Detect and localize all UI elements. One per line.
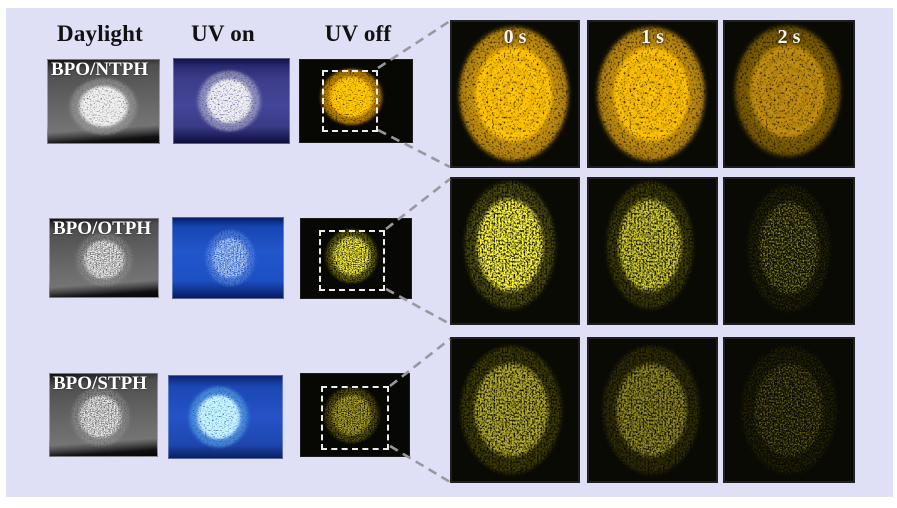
uv-on-photo-bpo-stph: [168, 375, 283, 459]
uv-off-photo-bpo-otph: [300, 218, 412, 299]
uv-off-photo-bpo-stph: [300, 373, 410, 457]
sample-label-bpo-stph: BPO/STPH: [53, 373, 147, 394]
column-header-uv-off: UV off: [324, 21, 392, 46]
afterglow-cell-row2-1s: [587, 177, 718, 325]
uv-on-photo-bpo-otph: [172, 217, 284, 299]
column-header-daylight: Daylight: [57, 21, 143, 46]
column-header-uv-on: UV on: [191, 21, 255, 46]
fingerprint-texture: [189, 386, 249, 448]
zoom-region-box-row3: [321, 386, 389, 450]
sample-label-bpo-ntph: BPO/NTPH: [51, 59, 149, 80]
fingerprint-texture: [606, 181, 694, 309]
afterglow-cell-row2-0s: [450, 177, 580, 325]
fingerprint-texture: [460, 346, 562, 474]
time-label-1s: 1 s: [641, 26, 664, 48]
zoom-region-box-row1: [322, 70, 378, 132]
fingerprint-texture: [741, 346, 837, 474]
fingerprint-texture: [735, 26, 841, 156]
fingerprint-texture: [602, 346, 700, 474]
daylight-photo-bpo-otph: BPO/OTPH: [49, 218, 159, 298]
afterglow-cell-row3-1s: [587, 337, 718, 483]
fingerprint-texture: [321, 69, 382, 125]
fingerprint-texture: [324, 387, 379, 443]
afterglow-cell-row3-0s: [450, 337, 580, 483]
fingerprint-texture: [748, 184, 830, 312]
time-label-0s: 0 s: [503, 26, 527, 48]
fingerprint-texture: [71, 387, 130, 447]
fingerprint-texture: [75, 233, 133, 287]
uv-on-photo-bpo-ntph: [173, 58, 290, 144]
fingerprint-texture: [70, 78, 137, 135]
daylight-photo-bpo-stph: BPO/STPH: [49, 373, 158, 457]
sample-label-bpo-otph: BPO/OTPH: [53, 218, 152, 239]
time-label-2s: 2 s: [777, 26, 801, 48]
fingerprint-texture: [326, 229, 377, 283]
fingerprint-texture: [597, 27, 705, 161]
afterglow-cell-row1-0s: 0 s: [450, 20, 580, 168]
fingerprint-texture: [464, 181, 556, 309]
fingerprint-texture: [459, 27, 568, 161]
daylight-photo-bpo-ntph: BPO/NTPH: [47, 59, 160, 144]
fingerprint-texture: [206, 230, 255, 286]
afterglow-cell-row2-2s: [723, 177, 855, 325]
afterglow-cell-row1-2s: 2 s: [723, 20, 855, 168]
afterglow-cell-row3-2s: [723, 337, 855, 483]
afterglow-cell-row1-1s: 1 s: [587, 20, 718, 168]
fingerprint-afterglow-figure: Daylight UV on UV off BPO/NTPH BPO/OTPH …: [6, 8, 893, 497]
zoom-region-box-row2: [319, 230, 385, 291]
uv-off-photo-bpo-ntph: [299, 59, 413, 143]
fingerprint-texture: [198, 70, 261, 132]
